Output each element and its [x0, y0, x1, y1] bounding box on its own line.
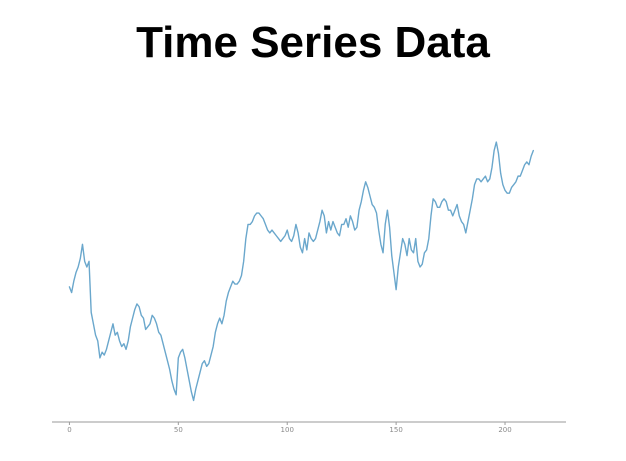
series-line-1 — [68, 141, 535, 402]
x-tick-label: 200 — [498, 426, 511, 434]
x-tick-label: 150 — [389, 426, 402, 434]
x-tick-label: 50 — [174, 426, 183, 434]
series-layer — [68, 141, 535, 402]
x-tick-label: 100 — [281, 426, 294, 434]
x-tick-label: 0 — [67, 426, 71, 434]
x-axis: 0 50 100 150 200 — [52, 421, 566, 434]
chart-title: Time Series Data — [136, 18, 490, 67]
